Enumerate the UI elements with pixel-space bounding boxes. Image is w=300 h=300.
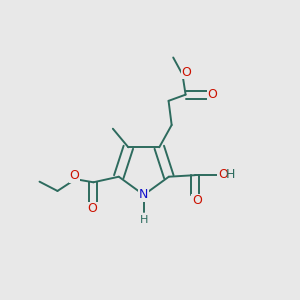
Text: O: O	[88, 202, 98, 215]
Text: H: H	[226, 168, 235, 182]
Text: O: O	[218, 168, 228, 182]
Text: O: O	[208, 88, 218, 101]
Text: N: N	[139, 188, 148, 201]
Text: H: H	[140, 215, 148, 225]
Text: O: O	[181, 66, 191, 79]
Text: O: O	[70, 169, 80, 182]
Text: O: O	[192, 194, 202, 207]
